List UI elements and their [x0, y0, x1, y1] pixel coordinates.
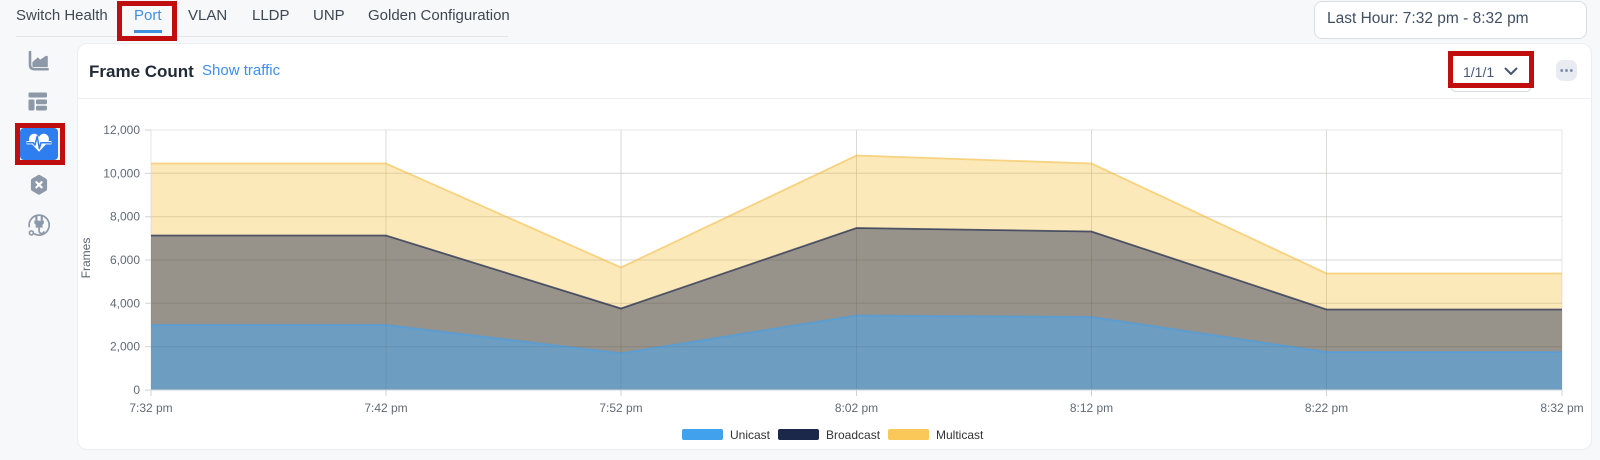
svg-text:Multicast: Multicast: [936, 428, 984, 442]
svg-text:8:32 pm: 8:32 pm: [1540, 401, 1583, 415]
svg-text:0: 0: [133, 383, 140, 397]
svg-text:10,000: 10,000: [103, 166, 140, 180]
svg-text:8,000: 8,000: [110, 210, 140, 224]
svg-text:8:02 pm: 8:02 pm: [835, 401, 878, 415]
svg-text:Unicast: Unicast: [730, 428, 771, 442]
svg-text:12,000: 12,000: [103, 123, 140, 137]
svg-text:7:42 pm: 7:42 pm: [364, 401, 407, 415]
svg-text:2,000: 2,000: [110, 340, 140, 354]
svg-text:6,000: 6,000: [110, 253, 140, 267]
svg-text:8:12 pm: 8:12 pm: [1070, 401, 1113, 415]
svg-text:Broadcast: Broadcast: [826, 428, 881, 442]
svg-text:4,000: 4,000: [110, 296, 140, 310]
svg-text:7:52 pm: 7:52 pm: [599, 401, 642, 415]
svg-text:7:32 pm: 7:32 pm: [129, 401, 172, 415]
svg-text:Frames: Frames: [79, 238, 93, 279]
svg-text:8:22 pm: 8:22 pm: [1305, 401, 1348, 415]
